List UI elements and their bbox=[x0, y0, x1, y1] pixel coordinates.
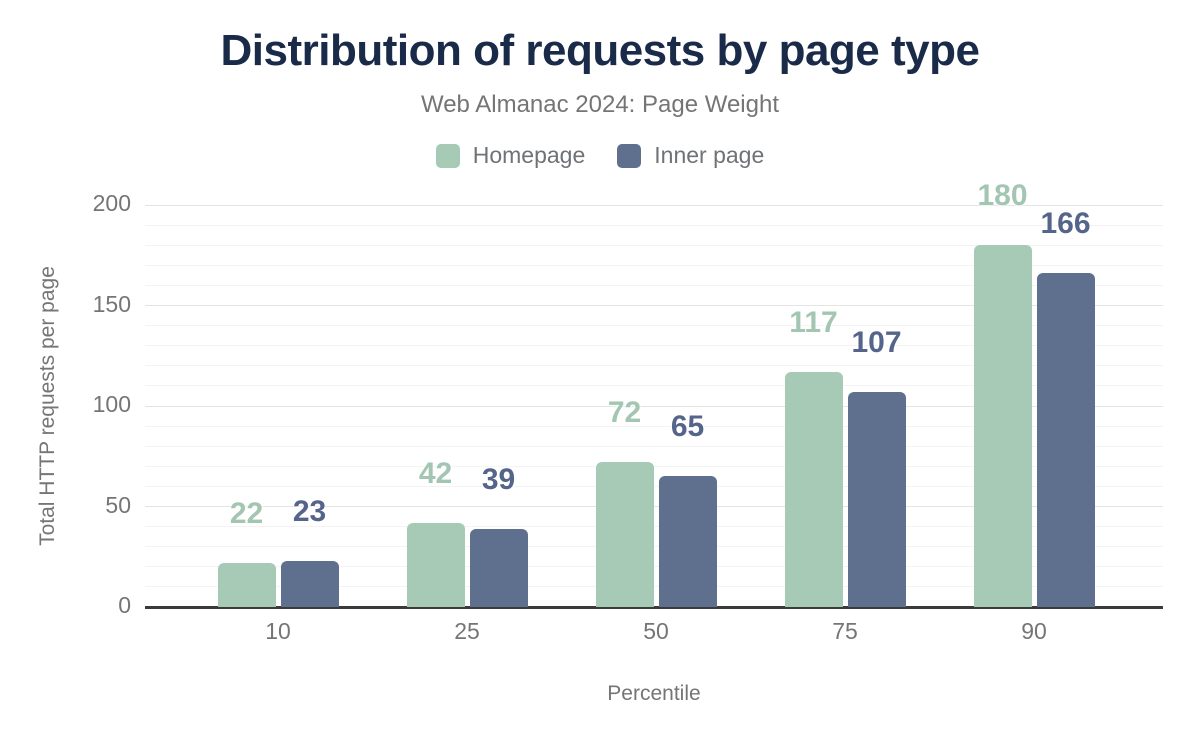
legend-label-homepage: Homepage bbox=[472, 142, 586, 168]
gridline bbox=[145, 325, 1163, 327]
gridline bbox=[145, 385, 1163, 387]
value-label: 42 bbox=[418, 456, 453, 490]
value-label: 166 bbox=[1040, 207, 1091, 241]
gridline bbox=[145, 546, 1163, 548]
y-tick-label: 50 bbox=[105, 491, 131, 518]
x-tick-label: 90 bbox=[1021, 618, 1047, 644]
value-label: 23 bbox=[292, 494, 327, 528]
gridline bbox=[145, 284, 1163, 286]
bar-homepage-p25[interactable] bbox=[406, 522, 465, 607]
gridline bbox=[145, 224, 1163, 226]
y-tick-label: 0 bbox=[118, 592, 131, 618]
plot-area: 0 50 100 150 200 10 22 23 25 42 39 50 72 65 75 117 107 90… bbox=[93, 181, 1163, 643]
bar-inner-page-p25[interactable] bbox=[469, 528, 528, 607]
bar-homepage-p50[interactable] bbox=[595, 462, 654, 607]
bar-inner-page-p10[interactable] bbox=[280, 560, 339, 607]
x-tick-label: 50 bbox=[643, 618, 669, 644]
value-label: 22 bbox=[229, 496, 264, 530]
gridline bbox=[145, 405, 1163, 407]
legend-label-inner-page: Inner page bbox=[654, 142, 765, 168]
gridline bbox=[145, 305, 1163, 306]
gridline bbox=[145, 264, 1163, 266]
gridline bbox=[145, 485, 1163, 487]
y-axis-title: Total HTTP requests per page bbox=[36, 266, 59, 546]
gridline bbox=[145, 526, 1163, 528]
legend-item-inner-page[interactable]: Inner page bbox=[617, 142, 764, 169]
x-tick-label: 75 bbox=[832, 618, 858, 644]
gridline bbox=[145, 204, 1163, 206]
inner-page-swatch-icon bbox=[617, 143, 642, 168]
bar-homepage-p10[interactable] bbox=[217, 562, 276, 607]
value-label: 65 bbox=[670, 410, 705, 444]
y-tick-label: 150 bbox=[92, 290, 131, 317]
gridline bbox=[145, 345, 1163, 347]
value-label: 180 bbox=[977, 179, 1028, 213]
gridline bbox=[145, 244, 1163, 246]
legend-item-homepage[interactable]: Homepage bbox=[435, 142, 586, 169]
gridline bbox=[145, 365, 1163, 367]
y-tick-label: 200 bbox=[92, 190, 131, 216]
gridline bbox=[145, 445, 1163, 447]
x-axis-line bbox=[145, 606, 1163, 609]
bar-homepage-p90[interactable] bbox=[973, 245, 1032, 607]
x-axis-title: Percentile bbox=[607, 682, 701, 705]
value-label: 72 bbox=[607, 396, 642, 430]
homepage-swatch-icon bbox=[435, 143, 460, 168]
value-label: 117 bbox=[789, 305, 838, 339]
gridline bbox=[145, 425, 1163, 427]
value-label: 39 bbox=[481, 462, 516, 496]
chart-title: Distribution of requests by page type bbox=[220, 26, 980, 75]
value-label: 107 bbox=[851, 325, 902, 359]
chart-subtitle: Web Almanac 2024: Page Weight bbox=[420, 91, 779, 118]
gridline bbox=[145, 586, 1163, 588]
x-tick-label: 25 bbox=[454, 618, 480, 644]
gridline bbox=[145, 465, 1163, 467]
bar-inner-page-p90[interactable] bbox=[1036, 273, 1095, 607]
x-tick-label: 10 bbox=[265, 618, 291, 644]
bar-inner-page-p50[interactable] bbox=[658, 476, 717, 607]
gridline bbox=[145, 506, 1163, 507]
legend: Homepage Inner page bbox=[0, 142, 1200, 169]
gridline bbox=[145, 566, 1163, 568]
bar-inner-page-p75[interactable] bbox=[847, 391, 906, 607]
bar-homepage-p75[interactable] bbox=[784, 371, 843, 607]
y-tick-label: 100 bbox=[92, 391, 131, 417]
